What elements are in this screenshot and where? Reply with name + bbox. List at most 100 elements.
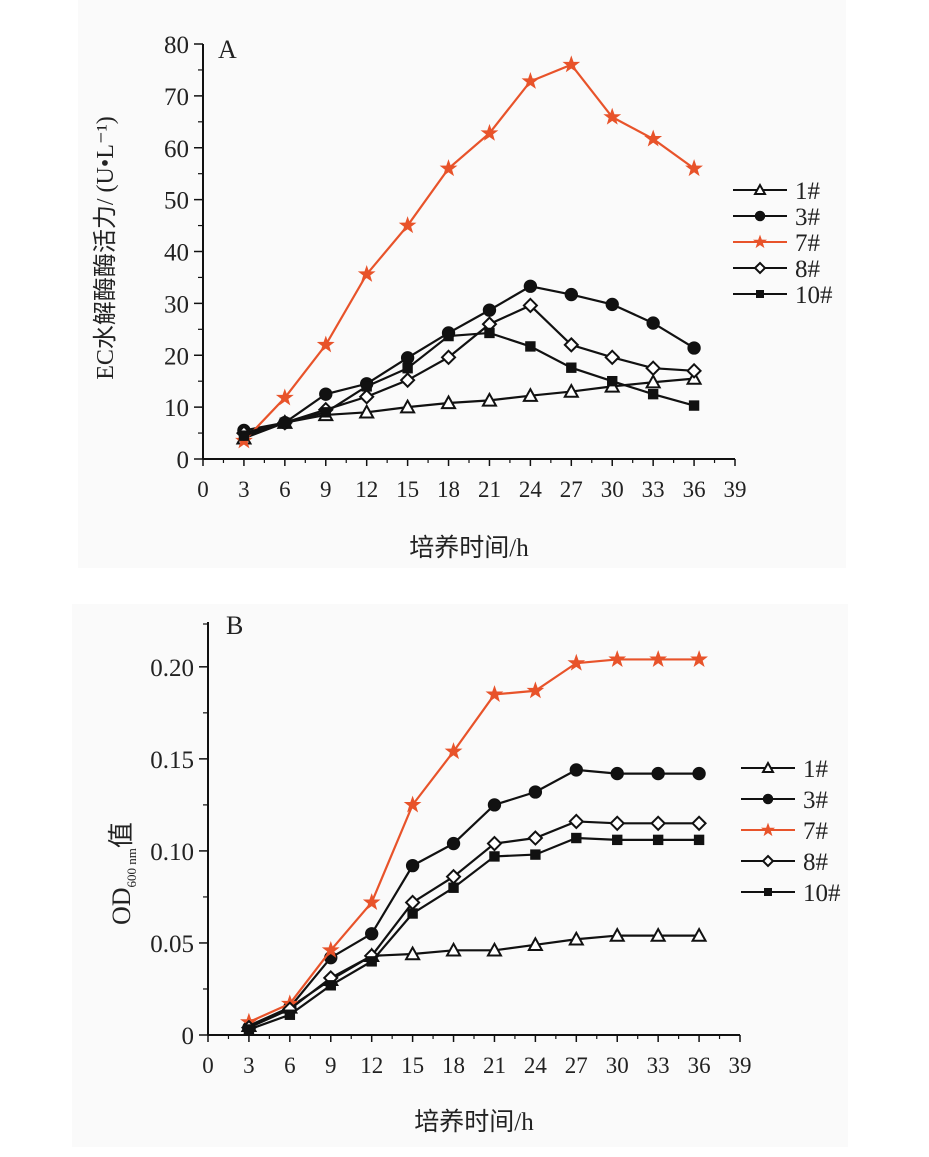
data-point — [528, 785, 543, 799]
series-line — [243, 285, 695, 432]
data-point — [480, 123, 499, 141]
data-point — [405, 858, 420, 873]
x-tick-label: 15 — [396, 477, 419, 502]
data-point — [527, 830, 544, 846]
data-point — [489, 851, 500, 862]
series-line — [243, 63, 695, 442]
data-point — [604, 349, 621, 366]
legend-label: 3# — [795, 204, 821, 231]
x-tick-label: 12 — [360, 1053, 383, 1078]
x-tick-label: 15 — [401, 1053, 424, 1078]
data-point — [487, 798, 502, 812]
y-tick-label: 30 — [164, 291, 189, 318]
legend-label: 7# — [803, 818, 829, 845]
data-point — [525, 341, 536, 352]
x-tick-label: 39 — [724, 477, 747, 502]
legend-label: 10# — [795, 282, 833, 309]
data-point — [484, 327, 495, 339]
x-axis-title-b: 培养时间/h — [414, 1108, 534, 1136]
legend-marker — [753, 261, 767, 275]
data-point — [523, 279, 538, 293]
data-point — [569, 763, 583, 777]
data-point — [650, 815, 667, 832]
data-point — [612, 834, 623, 846]
data-point — [651, 766, 665, 781]
legend-marker — [752, 234, 768, 249]
legend-item: 10# — [741, 880, 841, 907]
x-tick-label: 27 — [560, 477, 583, 502]
data-point — [316, 335, 335, 353]
data-point — [320, 407, 331, 418]
data-point — [362, 893, 381, 910]
data-point — [610, 766, 624, 781]
series-7 — [235, 55, 703, 449]
legend-item: 1# — [733, 178, 821, 205]
series-line — [248, 934, 700, 1027]
data-point — [399, 398, 416, 414]
x-tick-label: 36 — [683, 477, 706, 502]
legend-marker — [761, 760, 775, 773]
data-point — [403, 795, 422, 813]
data-point — [526, 681, 545, 699]
series-line — [243, 304, 695, 435]
legend-item: 3# — [741, 787, 829, 814]
y-tick-label: 70 — [164, 84, 189, 111]
series-10 — [243, 832, 705, 1035]
chart-panel-a — [78, 0, 846, 568]
data-point — [446, 836, 461, 851]
legend-item: 7# — [741, 818, 829, 845]
y-tick-label: 10 — [164, 395, 189, 422]
y-tick-label: 60 — [164, 136, 189, 163]
data-point — [645, 360, 662, 377]
series-line — [248, 836, 700, 1031]
x-tick-label: 12 — [355, 477, 378, 502]
data-point — [444, 742, 463, 760]
x-axis-title-a: 培养时间/h — [409, 534, 529, 562]
x-tick-label: 3 — [238, 477, 250, 502]
series-line — [248, 768, 700, 1029]
data-point — [649, 650, 668, 667]
x-tick-label: 18 — [442, 1053, 465, 1078]
y-tick-label: 0.15 — [150, 747, 194, 774]
x-tick-label: 36 — [688, 1053, 711, 1078]
y-tick-label: 0.10 — [150, 839, 194, 866]
data-point — [609, 815, 626, 832]
data-point — [530, 849, 541, 860]
data-point — [571, 832, 582, 844]
legend-label: 7# — [795, 230, 821, 257]
data-point — [485, 685, 504, 702]
y-axis-title-a: EC水解酶酶活力/ (U•L⁻¹) — [92, 116, 119, 380]
data-point — [691, 815, 707, 832]
legend-item: 10# — [733, 282, 833, 309]
data-point — [693, 834, 705, 846]
legend-marker — [760, 822, 776, 837]
data-point — [652, 834, 664, 846]
data-point — [366, 956, 377, 967]
data-point — [439, 159, 458, 177]
data-point — [603, 107, 622, 125]
data-point — [562, 55, 581, 73]
data-point — [358, 403, 375, 419]
legend-item: 7# — [733, 230, 821, 257]
x-tick-label: 30 — [601, 477, 624, 502]
data-point — [357, 264, 376, 282]
data-point — [566, 362, 577, 373]
legend-item: 8# — [741, 849, 829, 876]
data-point — [243, 1024, 255, 1035]
legend-marker — [764, 888, 772, 896]
legend-label: 8# — [803, 849, 829, 876]
legend-marker — [756, 290, 764, 298]
data-point — [361, 381, 372, 392]
data-point — [608, 650, 627, 667]
y-tick-label: 40 — [164, 240, 189, 267]
y-axis-title-b-suffix: 值 — [107, 822, 136, 848]
x-tick-label: 6 — [279, 477, 291, 502]
panel-label-b: B — [226, 611, 243, 640]
x-tick-label: 9 — [325, 1053, 337, 1078]
data-point — [522, 387, 539, 402]
data-point — [404, 945, 421, 961]
data-point — [563, 336, 580, 353]
data-point — [567, 653, 586, 671]
data-point — [563, 383, 580, 398]
